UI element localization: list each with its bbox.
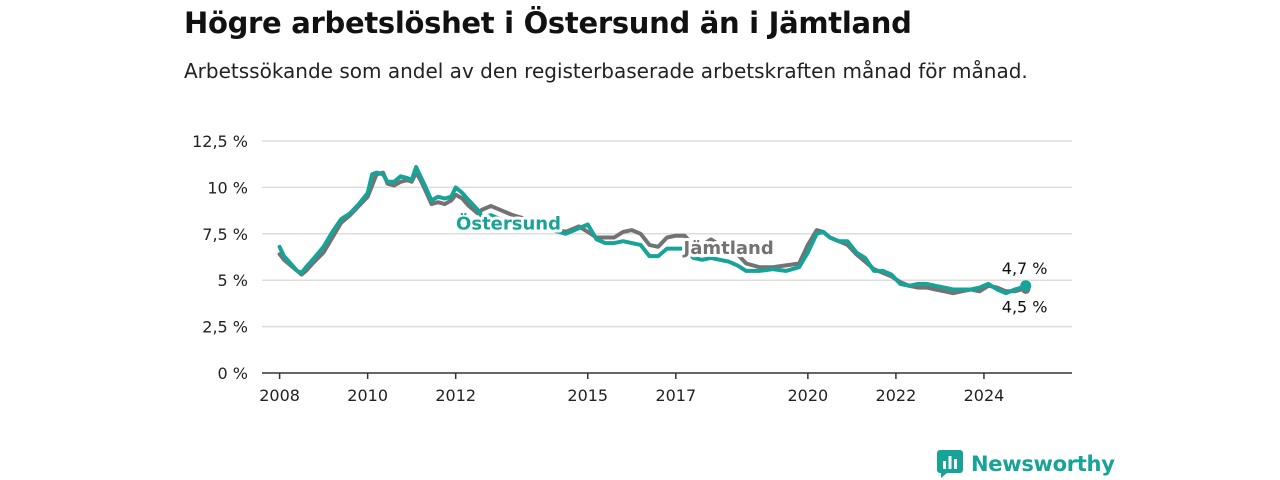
series-line-1 (277, 165, 1028, 296)
series-label-halo: Östersund (456, 213, 561, 235)
y-tick-label: 5 % (218, 271, 248, 290)
brand-name: Newsworthy (971, 452, 1115, 476)
end-value-label: 4,5 % (1002, 297, 1048, 316)
x-tick-label: 2008 (259, 386, 300, 405)
chart-subtitle: Arbetssökande som andel av den registerb… (184, 59, 1028, 83)
series-label-halo: Jämtland (682, 238, 774, 259)
gridlines (262, 140, 1072, 328)
series-line-0 (277, 170, 1028, 296)
series-label: Östersund (456, 213, 561, 235)
x-tick-label: 2010 (347, 386, 388, 405)
line-chart: 0 %2,5 %5 %7,5 %10 %12,5 % 2008 2010 2012 2… (192, 132, 1072, 405)
end-labels: 4,7 % 4,5 % (1002, 259, 1048, 317)
x-tick-label: 2022 (876, 386, 917, 405)
series-lines (277, 165, 1028, 296)
series-label: Jämtland (682, 238, 774, 259)
x-tick-label: 2024 (964, 386, 1005, 405)
y-tick-label: 2,5 % (202, 318, 248, 337)
x-tick-label: 2017 (655, 386, 696, 405)
x-tick-label: 2015 (567, 386, 608, 405)
x-tick-label: 2012 (435, 386, 476, 405)
newsworthy-logo-icon (937, 450, 963, 478)
x-tick-label: 2020 (788, 386, 829, 405)
y-tick-label: 10 % (207, 178, 248, 197)
x-axis: 2008 2010 2012 2015 2017 2020 2022 2024 (259, 372, 1072, 405)
y-tick-label: 12,5 % (192, 132, 248, 151)
y-tick-label: 0 % (218, 364, 248, 383)
end-value-label: 4,7 % (1002, 259, 1048, 278)
brand-logo[interactable]: Newsworthy (937, 448, 1115, 480)
end-marker (1020, 280, 1032, 292)
y-axis: 0 % 2,5 % 5 % 7,5 % 10 % 12,5 % (192, 132, 248, 383)
y-tick-label: 7,5 % (202, 225, 248, 244)
chart-title: Högre arbetslöshet i Östersund än i Jämt… (184, 6, 912, 40)
